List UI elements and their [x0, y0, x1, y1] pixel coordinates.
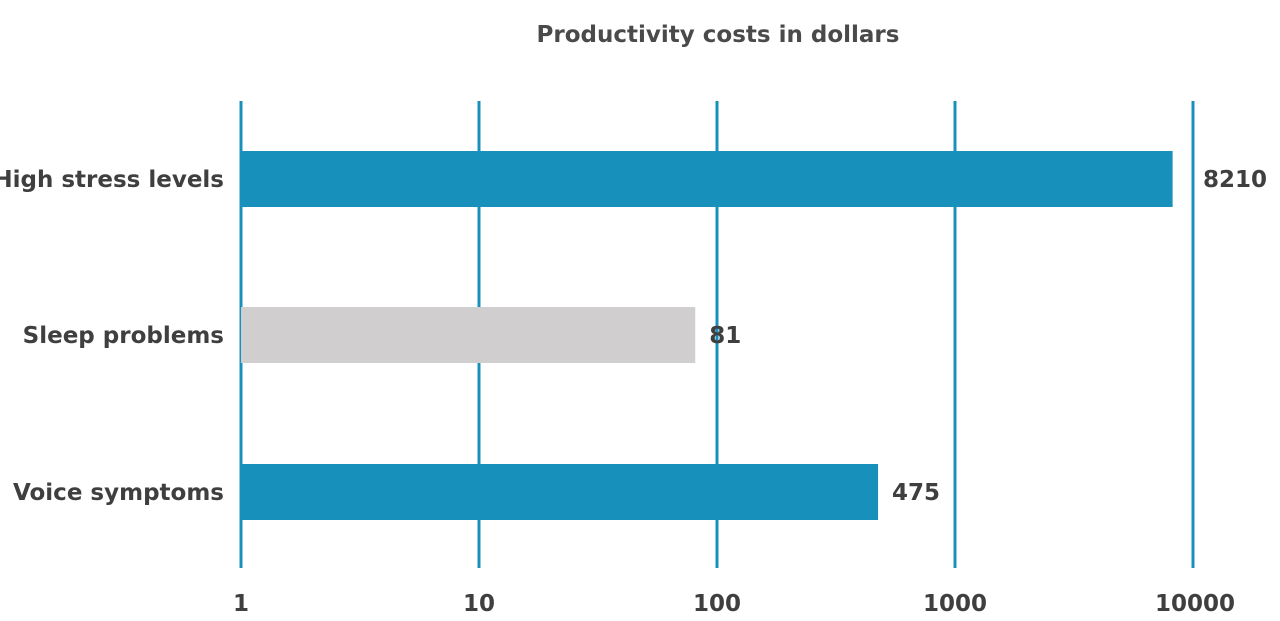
category-labels: High stress levels Sleep problems Voice sy… — [0, 167, 224, 506]
bar-high-stress-levels — [241, 151, 1173, 207]
x-tick-label-100: 100 — [693, 591, 741, 617]
x-tick-label-1000: 1000 — [923, 591, 987, 617]
bars — [241, 151, 1173, 520]
x-tick-label-10: 10 — [463, 591, 495, 617]
x-tick-label-1: 1 — [233, 591, 249, 617]
category-label-sleep-problems: Sleep problems — [23, 323, 224, 349]
value-labels: 8210 81 475 — [709, 167, 1267, 506]
category-label-high-stress-levels: High stress levels — [0, 167, 224, 193]
value-label-voice-symptoms: 475 — [892, 480, 940, 506]
value-label-sleep-problems: 81 — [709, 323, 741, 349]
value-label-high-stress-levels: 8210 — [1203, 167, 1267, 193]
x-tick-labels: 1 10 100 1000 10000 — [233, 591, 1235, 617]
x-tick-label-10000: 10000 — [1155, 591, 1235, 617]
category-label-voice-symptoms: Voice symptoms — [13, 480, 224, 506]
bar-voice-symptoms — [241, 464, 879, 520]
bar-sleep-problems — [241, 307, 696, 363]
chart-title: Productivity costs in dollars — [537, 22, 900, 48]
